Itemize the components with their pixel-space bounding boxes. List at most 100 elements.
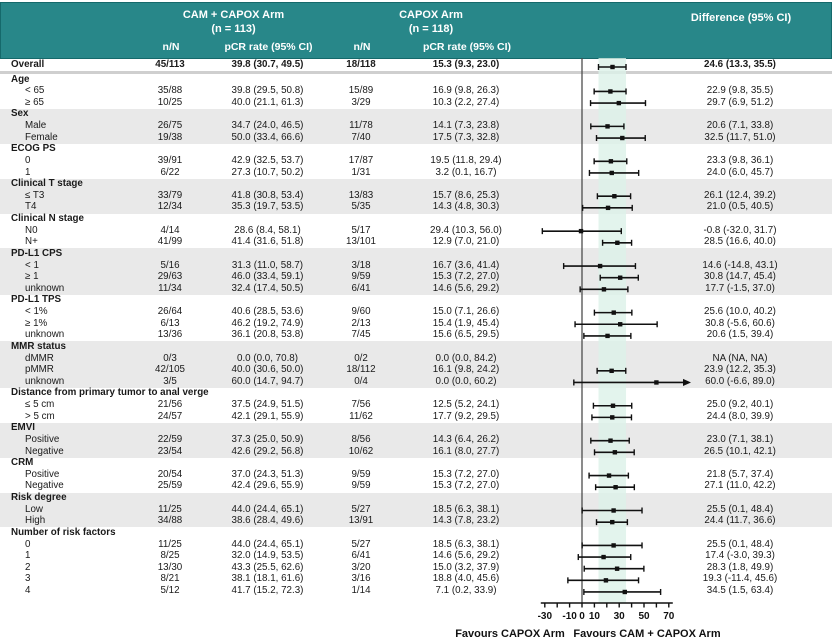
subgroup-label: 1 xyxy=(25,550,31,562)
table-row: CRM xyxy=(0,458,832,470)
difference-value: 23.9 (12.2, 35.3) xyxy=(704,364,776,376)
cam-capox-nN: 35/88 xyxy=(157,85,183,97)
difference-value: 17.7 (-1.5, 37.0) xyxy=(705,282,775,294)
subgroup-label: T4 xyxy=(25,201,37,213)
capox-pcr-rate: 0.0 (0.0, 60.2) xyxy=(435,375,497,387)
capox-nN: 18/118 xyxy=(346,59,376,71)
cam-capox-nN: 22/59 xyxy=(157,433,183,445)
cam-capox-nN: 33/79 xyxy=(157,189,183,201)
table-header: CAM + CAPOX Arm (n = 113) CAPOX Arm (n =… xyxy=(0,2,832,59)
subgroup-label: Negative xyxy=(25,445,64,457)
cam-capox-pcr-rate: 39.8 (30.7, 49.5) xyxy=(231,59,304,71)
x-axis-tick-label: 0 xyxy=(579,611,585,622)
capox-pcr-rate: 15.3 (9.3, 23.0) xyxy=(432,59,500,71)
cam-capox-pcr-rate: 41.7 (15.2, 72.3) xyxy=(231,585,304,597)
cam-capox-nN: 24/57 xyxy=(157,410,183,422)
capox-pcr-rate: 14.6 (5.6, 29.2) xyxy=(432,282,500,294)
x-axis-tick-label: 50 xyxy=(638,611,650,622)
cam-capox-nN: 12/34 xyxy=(157,201,183,213)
table-row: ≤ T3 33/79 41.8 (30.8, 53.4) 13/83 15.7 (8.6… xyxy=(0,190,832,202)
table-row: Negative 23/54 42.6 (29.2, 56.8) 10/62 16.1 … xyxy=(0,446,832,458)
difference-value: 28.5 (16.6, 40.0) xyxy=(704,236,776,248)
difference-value: 26.1 (12.4, 39.2) xyxy=(704,189,776,201)
cam-capox-pcr-rate: 41.4 (31.6, 51.8) xyxy=(231,236,304,248)
capox-nN: 6/41 xyxy=(351,550,371,562)
capox-pcr-rate: 18.8 (4.0, 45.6) xyxy=(432,573,500,585)
arm2-title: CAPOX Arm xyxy=(399,9,463,21)
capox-nN: 3/29 xyxy=(351,96,371,108)
cam-capox-pcr-rate: 42.1 (29.1, 55.9) xyxy=(231,410,304,422)
capox-pcr-rate: 14.3 (4.8, 30.3) xyxy=(432,201,500,213)
subgroup-label: N0 xyxy=(25,224,38,236)
capox-pcr-rate: 7.1 (0.2, 33.9) xyxy=(435,585,497,597)
cam-capox-nN: 19/38 xyxy=(157,131,183,143)
table-row: Clinical T stage xyxy=(0,178,832,191)
capox-pcr-rate: 16.7 (3.6, 41.4) xyxy=(432,259,500,271)
difference-value: 23.0 (7.1, 38.1) xyxy=(706,433,774,445)
difference-value: 21.8 (5.7, 37.4) xyxy=(706,468,774,480)
table-row: 0 11/25 44.0 (24.4, 65.1) 5/27 18.5 (6.3, 38… xyxy=(0,539,832,551)
capox-pcr-rate: 15.7 (8.6, 25.3) xyxy=(432,189,500,201)
difference-value: 27.1 (11.0, 42.2) xyxy=(704,480,776,492)
capox-nN: 9/60 xyxy=(351,306,371,318)
subgroup-label: pMMR xyxy=(25,364,54,376)
difference-value: 30.8 (-5.6, 60.6) xyxy=(705,317,775,329)
table-row: Positive 20/54 37.0 (24.3, 51.3) 9/59 15.3 (… xyxy=(0,469,832,481)
capox-nN: 5/17 xyxy=(351,224,371,236)
capox-nN: 0/2 xyxy=(354,352,368,364)
table-row: ≥ 65 10/25 40.0 (21.1, 61.3) 3/29 10.3 (2.2,… xyxy=(0,97,832,109)
x-axis-tick-label: 70 xyxy=(663,611,675,622)
subgroup-label: ≤ 5 cm xyxy=(25,399,55,411)
cam-capox-pcr-rate: 46.2 (19.2, 74.9) xyxy=(231,317,304,329)
subgroup-label: PD-L1 TPS xyxy=(11,294,62,306)
subgroup-label: ≥ 65 xyxy=(25,96,44,108)
x-axis-tick-label: -10 xyxy=(562,611,577,622)
table-row: Sex xyxy=(0,108,832,121)
subgroup-label: 0 xyxy=(25,154,31,166)
difference-value: 20.6 (1.5, 39.4) xyxy=(706,329,774,341)
arm1-n: (n = 113) xyxy=(211,23,256,35)
capox-nN: 15/89 xyxy=(348,85,374,97)
table-row: Age xyxy=(0,74,832,86)
capox-pcr-rate: 14.3 (7.8, 23.2) xyxy=(432,515,500,527)
arm1-pcr-column-header: pCR rate (95% CI) xyxy=(224,41,313,53)
difference-value: 25.0 (9.2, 40.1) xyxy=(706,399,774,411)
cam-capox-nN: 26/75 xyxy=(157,120,183,132)
x-axis-tick-label: -30 xyxy=(538,611,553,622)
difference-value: 24.6 (13.3, 35.5) xyxy=(704,59,776,71)
arm1-header: CAM + CAPOX Arm (n = 113) xyxy=(136,8,331,36)
capox-nN: 5/27 xyxy=(351,538,371,550)
cam-capox-nN: 11/34 xyxy=(158,282,182,294)
subgroup-label: CRM xyxy=(11,457,34,469)
capox-pcr-rate: 16.1 (9.8, 24.2) xyxy=(432,364,500,376)
cam-capox-pcr-rate: 44.0 (24.4, 65.1) xyxy=(231,503,304,515)
cam-capox-nN: 5/16 xyxy=(160,259,180,271)
subgroup-label: > 5 cm xyxy=(25,410,55,422)
cam-capox-pcr-rate: 0.0 (0.0, 70.8) xyxy=(237,352,298,364)
capox-nN: 3/20 xyxy=(351,561,371,573)
capox-nN: 5/35 xyxy=(351,201,371,213)
capox-nN: 2/13 xyxy=(351,317,371,329)
difference-value: 24.4 (8.0, 39.9) xyxy=(706,410,774,422)
capox-pcr-rate: 3.2 (0.1, 16.7) xyxy=(435,166,497,178)
subgroup-label: unknown xyxy=(25,282,65,294)
capox-pcr-rate: 18.5 (6.3, 38.1) xyxy=(432,538,500,550)
arm2-nN-column-header: n/N xyxy=(353,41,371,53)
difference-value: 28.3 (1.8, 49.9) xyxy=(706,561,774,573)
subgroup-label: N+ xyxy=(25,236,38,248)
subgroup-label: < 65 xyxy=(25,85,45,97)
subgroup-label: Clinical T stage xyxy=(11,178,83,190)
difference-value: 32.5 (11.7, 51.0) xyxy=(704,131,776,143)
cam-capox-nN: 39/91 xyxy=(157,154,183,166)
capox-nN: 13/91 xyxy=(348,515,374,527)
table-row: Male 26/75 34.7 (24.0, 46.5) 11/78 14.1 (7.3… xyxy=(0,120,832,133)
arm2-n: (n = 118) xyxy=(408,23,454,35)
difference-value: 24.0 (6.0, 45.7) xyxy=(706,166,774,178)
capox-pcr-rate: 19.5 (11.8, 29.4) xyxy=(430,154,502,166)
cam-capox-nN: 11/25 xyxy=(158,503,182,515)
table-row: PD-L1 TPS xyxy=(0,295,832,307)
capox-pcr-rate: 15.3 (7.2, 27.0) xyxy=(432,271,500,283)
subgroup-label: ≥ 1% xyxy=(25,317,48,329)
cam-capox-nN: 6/22 xyxy=(160,166,180,178)
